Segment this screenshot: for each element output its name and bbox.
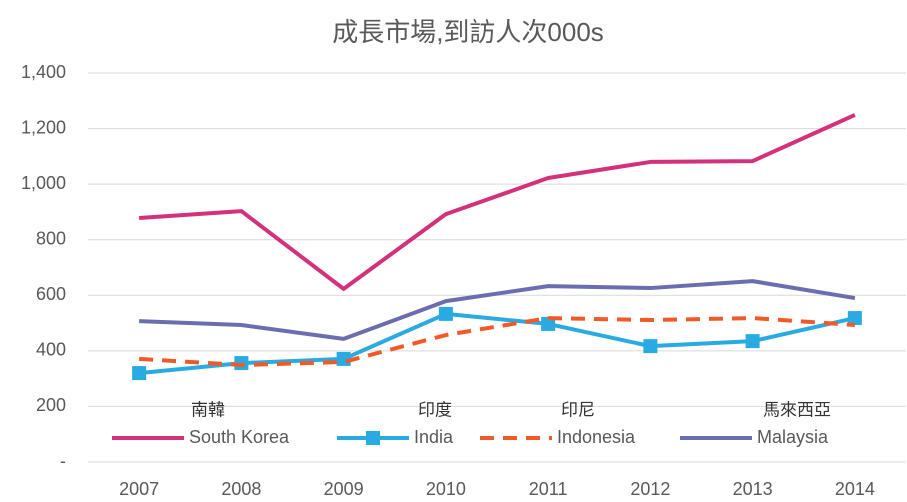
x-tick-label: 2013 bbox=[733, 479, 773, 499]
legend-label: Indonesia bbox=[557, 427, 636, 447]
point-marker bbox=[541, 316, 556, 331]
series-line bbox=[138, 311, 856, 376]
chart-title: 成長市場,到訪人次000s bbox=[332, 17, 604, 47]
point-marker bbox=[847, 311, 862, 326]
y-tick-label: 800 bbox=[36, 228, 66, 248]
point-marker bbox=[132, 366, 147, 381]
x-tick-label: 2007 bbox=[119, 479, 159, 499]
x-tick-label: 2008 bbox=[221, 479, 261, 499]
x-tick-label: 2014 bbox=[835, 479, 875, 499]
y-tick-label: 400 bbox=[36, 340, 66, 360]
annotation: 印尼 bbox=[561, 400, 595, 419]
x-tick-label: 2011 bbox=[529, 479, 568, 499]
legend-label: South Korea bbox=[189, 427, 290, 447]
series-line bbox=[139, 279, 856, 341]
x-tick-label: 2010 bbox=[426, 479, 466, 499]
legend-label: Malaysia bbox=[757, 427, 829, 447]
y-tick-label: 200 bbox=[36, 395, 66, 415]
y-tick-label: 1,400 bbox=[21, 62, 66, 82]
x-tick-label: 2012 bbox=[630, 479, 670, 499]
annotation: 南韓 bbox=[191, 400, 225, 419]
annotation: 印度 bbox=[418, 400, 452, 419]
point-marker bbox=[745, 334, 760, 349]
y-tick-label: 600 bbox=[36, 284, 66, 304]
y-tick-label: - bbox=[60, 451, 66, 471]
series-line bbox=[138, 113, 856, 291]
series-line bbox=[139, 316, 856, 368]
point-marker bbox=[643, 339, 658, 354]
legend-marker bbox=[366, 431, 380, 445]
point-marker bbox=[438, 306, 453, 321]
x-tick-label: 2009 bbox=[324, 479, 364, 499]
y-tick-label: 1,200 bbox=[21, 117, 66, 137]
annotation: 馬來西亞 bbox=[763, 400, 831, 419]
y-tick-label: 1,000 bbox=[21, 173, 66, 193]
legend-label: India bbox=[414, 427, 454, 447]
